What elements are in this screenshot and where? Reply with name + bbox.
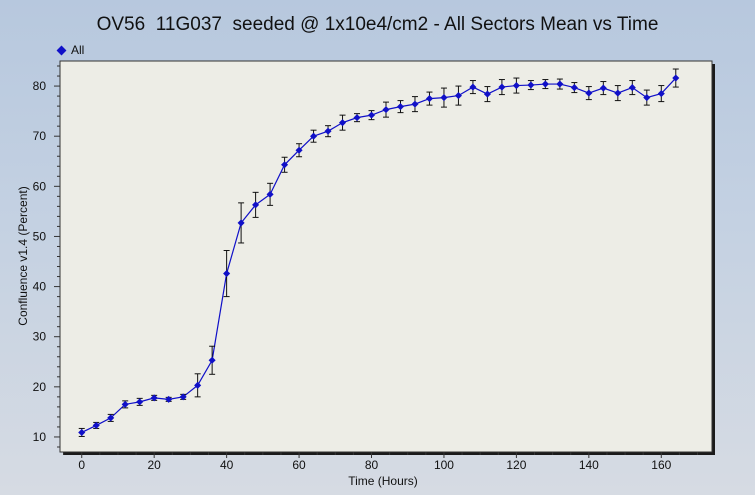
- data-point: [614, 89, 622, 97]
- y-tick-label: 20: [33, 380, 47, 394]
- data-point: [353, 114, 361, 122]
- data-point: [585, 89, 593, 97]
- x-tick-label: 0: [78, 458, 85, 472]
- data-point: [324, 127, 332, 135]
- y-tick-label: 40: [33, 280, 47, 294]
- data-point: [454, 92, 462, 100]
- x-axis-title: Time (Hours): [348, 474, 418, 488]
- data-point: [78, 428, 86, 436]
- y-axis-title: Confluence v1.4 (Percent): [16, 186, 30, 325]
- data-point: [136, 398, 144, 406]
- data-point: [121, 400, 129, 408]
- data-point: [657, 90, 665, 98]
- x-tick-label: 40: [220, 458, 234, 472]
- data-point: [208, 356, 216, 364]
- x-tick-label: 100: [434, 458, 454, 472]
- data-point: [469, 83, 477, 91]
- data-point: [295, 146, 303, 154]
- data-point: [498, 83, 506, 91]
- x-tick-label: 20: [147, 458, 161, 472]
- data-point: [570, 84, 578, 92]
- data-point: [411, 100, 419, 108]
- x-tick-label: 60: [292, 458, 306, 472]
- data-point: [266, 190, 274, 198]
- chart-title: OV56 11G037 seeded @ 1x10e4/cm2 - All Se…: [96, 14, 659, 35]
- data-point: [527, 81, 535, 89]
- y-tick-label: 10: [33, 430, 47, 444]
- legend: All: [56, 43, 85, 57]
- data-point: [194, 381, 202, 389]
- data-point: [628, 84, 636, 92]
- y-tick-label: 60: [33, 179, 47, 193]
- legend-label: All: [71, 43, 85, 57]
- data-point: [512, 82, 520, 90]
- y-tick-label: 30: [33, 330, 47, 344]
- data-point: [107, 414, 115, 422]
- series-layer: [78, 68, 680, 437]
- x-tick-label: 140: [579, 458, 599, 472]
- data-point: [382, 106, 390, 114]
- data-point: [150, 394, 158, 402]
- data-point: [223, 270, 231, 278]
- data-point: [237, 219, 245, 227]
- data-point: [396, 103, 405, 111]
- data-point: [672, 74, 680, 82]
- y-tick-label: 80: [33, 79, 47, 93]
- x-tick-label: 120: [506, 458, 526, 472]
- data-point: [643, 94, 651, 102]
- y-tick-label: 70: [33, 129, 47, 143]
- data-point: [310, 132, 318, 140]
- data-point: [338, 119, 347, 127]
- data-point: [541, 80, 549, 88]
- plot-area: [59, 60, 713, 453]
- data-point: [367, 111, 376, 119]
- data-point: [599, 84, 607, 92]
- x-tick-label: 80: [365, 458, 379, 472]
- data-point: [281, 161, 289, 169]
- y-tick-label: 50: [33, 229, 47, 243]
- data-point: [252, 201, 260, 209]
- data-point: [483, 90, 491, 98]
- data-point: [425, 95, 434, 103]
- data-point: [556, 80, 564, 88]
- data-point: [179, 393, 187, 401]
- x-tick-label: 160: [651, 458, 671, 472]
- data-point: [440, 94, 448, 102]
- axes-layer: 0 20 40 60 80 100 120 140 160 10 20 30 40 50 60 70 80: [33, 65, 699, 472]
- data-point: [92, 421, 100, 429]
- data-point: [165, 395, 173, 403]
